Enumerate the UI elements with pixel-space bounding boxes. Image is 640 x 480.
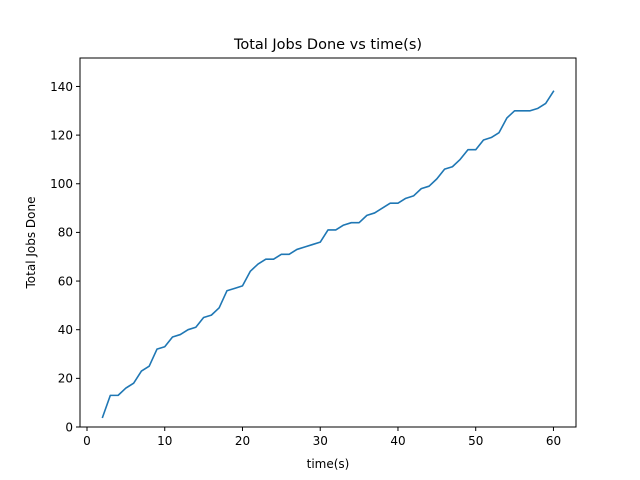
y-tick-label: 100: [50, 177, 73, 191]
tick-group: 0 10 20 30 40 50 60 0 20 40 60 80 100 120 140: [50, 80, 561, 448]
x-tick-label: 0: [83, 434, 91, 448]
y-tick-label: 140: [50, 80, 73, 94]
x-tick-label: 20: [235, 434, 250, 448]
y-axis-label: Total Jobs Done: [24, 197, 38, 290]
y-tick-label: 20: [58, 372, 73, 386]
y-tick-label: 60: [58, 274, 73, 288]
x-tick-label: 50: [468, 434, 483, 448]
y-tick-label: 80: [58, 226, 73, 240]
x-axis-label: time(s): [307, 457, 350, 471]
y-tick-label: 120: [50, 128, 73, 142]
y-tick-label: 40: [58, 323, 73, 337]
x-tick-label: 10: [157, 434, 172, 448]
x-tick-label: 40: [390, 434, 405, 448]
x-tick-label: 30: [313, 434, 328, 448]
series-line: [101, 90, 555, 419]
plot-frame: [79, 57, 577, 428]
y-tick-label: 0: [65, 420, 73, 434]
chart-title: Total Jobs Done vs time(s): [233, 37, 422, 53]
x-tick-label: 60: [546, 434, 561, 448]
